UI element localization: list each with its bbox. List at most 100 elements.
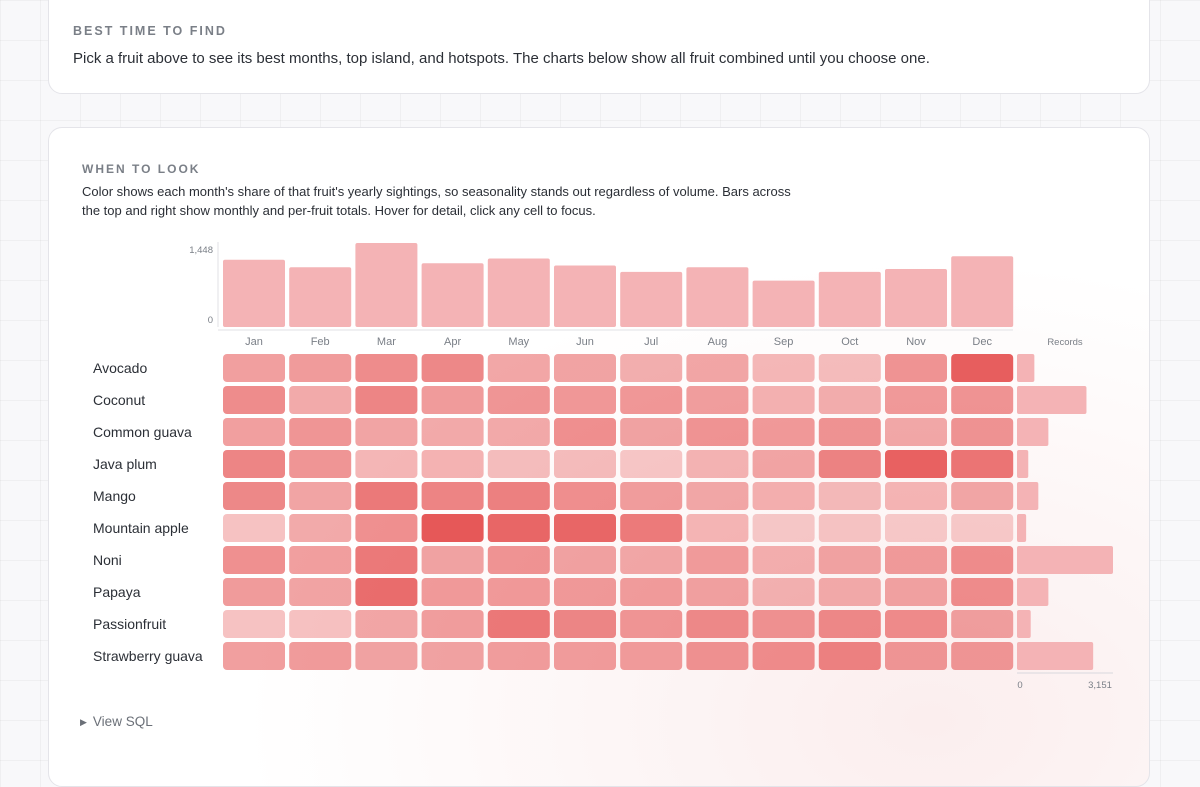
heat-cell-strawberry-guava-sep[interactable] [752, 642, 815, 670]
heat-cell-java-plum-jun[interactable] [554, 450, 616, 478]
heat-cell-strawberry-guava-nov[interactable] [885, 642, 947, 670]
heat-cell-mountain-apple-jan[interactable] [223, 514, 285, 542]
heat-cell-passionfruit-nov[interactable] [885, 610, 947, 638]
heat-cell-java-plum-mar[interactable] [355, 450, 418, 478]
heat-cell-mango-oct[interactable] [818, 482, 881, 510]
heat-cell-mountain-apple-oct[interactable] [818, 514, 881, 542]
view-sql-toggle[interactable]: ▶ View SQL [80, 714, 153, 729]
heat-cell-papaya-aug[interactable] [686, 578, 749, 606]
heat-cell-avocado-oct[interactable] [818, 354, 881, 382]
heat-cell-passionfruit-apr[interactable] [421, 610, 484, 638]
heat-cell-mountain-apple-may[interactable] [487, 514, 550, 542]
heat-cell-common-guava-mar[interactable] [355, 418, 418, 446]
heat-cell-mountain-apple-nov[interactable] [885, 514, 947, 542]
heat-cell-mountain-apple-jun[interactable] [554, 514, 616, 542]
heat-cell-noni-dec[interactable] [951, 546, 1014, 574]
heat-cell-mango-jun[interactable] [554, 482, 616, 510]
heat-cell-coconut-feb[interactable] [289, 386, 352, 414]
heat-cell-mountain-apple-sep[interactable] [752, 514, 815, 542]
heat-cell-noni-oct[interactable] [818, 546, 881, 574]
heat-cell-common-guava-apr[interactable] [421, 418, 484, 446]
heat-cell-papaya-nov[interactable] [885, 578, 947, 606]
heat-cell-passionfruit-jul[interactable] [620, 610, 683, 638]
heat-cell-avocado-jul[interactable] [620, 354, 683, 382]
heat-cell-coconut-nov[interactable] [885, 386, 947, 414]
heat-cell-java-plum-jul[interactable] [620, 450, 683, 478]
heat-cell-passionfruit-mar[interactable] [355, 610, 418, 638]
heat-cell-noni-jan[interactable] [223, 546, 285, 574]
heat-cell-papaya-jan[interactable] [223, 578, 285, 606]
heat-cell-noni-jun[interactable] [554, 546, 616, 574]
heat-cell-java-plum-sep[interactable] [752, 450, 815, 478]
heat-cell-strawberry-guava-may[interactable] [487, 642, 550, 670]
heat-cell-avocado-sep[interactable] [752, 354, 815, 382]
heat-cell-passionfruit-dec[interactable] [951, 610, 1014, 638]
heat-cell-papaya-apr[interactable] [421, 578, 484, 606]
heat-cell-papaya-mar[interactable] [355, 578, 418, 606]
heat-cell-java-plum-apr[interactable] [421, 450, 484, 478]
heat-cell-papaya-oct[interactable] [818, 578, 881, 606]
heat-cell-avocado-apr[interactable] [421, 354, 484, 382]
heat-cell-mango-jul[interactable] [620, 482, 683, 510]
heat-cell-mango-aug[interactable] [686, 482, 749, 510]
heat-cell-mango-mar[interactable] [355, 482, 418, 510]
heat-cell-strawberry-guava-dec[interactable] [951, 642, 1014, 670]
heat-cell-papaya-sep[interactable] [752, 578, 815, 606]
heat-cell-avocado-jan[interactable] [223, 354, 285, 382]
heat-cell-coconut-jan[interactable] [223, 386, 285, 414]
heat-cell-mountain-apple-dec[interactable] [951, 514, 1014, 542]
heat-cell-passionfruit-may[interactable] [487, 610, 550, 638]
heat-cell-java-plum-jan[interactable] [223, 450, 285, 478]
heat-cell-coconut-apr[interactable] [421, 386, 484, 414]
heat-cell-java-plum-aug[interactable] [686, 450, 749, 478]
heat-cell-mango-sep[interactable] [752, 482, 815, 510]
heat-cell-common-guava-sep[interactable] [752, 418, 815, 446]
heat-cell-mountain-apple-mar[interactable] [355, 514, 418, 542]
heat-cell-passionfruit-oct[interactable] [818, 610, 881, 638]
heat-cell-noni-may[interactable] [487, 546, 550, 574]
heat-cell-passionfruit-aug[interactable] [686, 610, 749, 638]
heat-cell-noni-mar[interactable] [355, 546, 418, 574]
heat-cell-strawberry-guava-feb[interactable] [289, 642, 352, 670]
heat-cell-coconut-aug[interactable] [686, 386, 749, 414]
heat-cell-noni-aug[interactable] [686, 546, 749, 574]
heat-cell-strawberry-guava-jul[interactable] [620, 642, 683, 670]
heat-cell-common-guava-dec[interactable] [951, 418, 1014, 446]
heat-cell-coconut-mar[interactable] [355, 386, 418, 414]
heat-cell-strawberry-guava-apr[interactable] [421, 642, 484, 670]
heat-cell-common-guava-jun[interactable] [554, 418, 616, 446]
heat-cell-avocado-dec[interactable] [951, 354, 1014, 382]
heat-cell-passionfruit-sep[interactable] [752, 610, 815, 638]
heat-cell-strawberry-guava-mar[interactable] [355, 642, 418, 670]
heat-cell-noni-sep[interactable] [752, 546, 815, 574]
heat-cell-papaya-dec[interactable] [951, 578, 1014, 606]
heat-cell-coconut-jun[interactable] [554, 386, 616, 414]
heat-cell-strawberry-guava-jan[interactable] [223, 642, 285, 670]
heat-cell-common-guava-aug[interactable] [686, 418, 749, 446]
heat-cell-passionfruit-jun[interactable] [554, 610, 616, 638]
heat-cell-mountain-apple-jul[interactable] [620, 514, 683, 542]
heat-cell-coconut-jul[interactable] [620, 386, 683, 414]
heat-cell-mango-apr[interactable] [421, 482, 484, 510]
heat-cell-passionfruit-jan[interactable] [223, 610, 285, 638]
heat-cell-mango-jan[interactable] [223, 482, 285, 510]
heat-cell-avocado-aug[interactable] [686, 354, 749, 382]
heat-cell-papaya-feb[interactable] [289, 578, 352, 606]
heat-cell-mango-may[interactable] [487, 482, 550, 510]
heat-cell-mango-dec[interactable] [951, 482, 1014, 510]
heat-cell-coconut-dec[interactable] [951, 386, 1014, 414]
heat-cell-mountain-apple-apr[interactable] [421, 514, 484, 542]
heat-cell-strawberry-guava-aug[interactable] [686, 642, 749, 670]
heat-cell-noni-nov[interactable] [885, 546, 947, 574]
heat-cell-papaya-may[interactable] [487, 578, 550, 606]
heat-cell-java-plum-oct[interactable] [818, 450, 881, 478]
heat-cell-java-plum-nov[interactable] [885, 450, 947, 478]
heat-cell-common-guava-jul[interactable] [620, 418, 683, 446]
heat-cell-mango-nov[interactable] [885, 482, 947, 510]
heat-cell-noni-apr[interactable] [421, 546, 484, 574]
heat-cell-common-guava-jan[interactable] [223, 418, 285, 446]
heat-cell-common-guava-feb[interactable] [289, 418, 352, 446]
heat-cell-common-guava-oct[interactable] [818, 418, 881, 446]
heat-cell-avocado-may[interactable] [487, 354, 550, 382]
heat-cell-coconut-sep[interactable] [752, 386, 815, 414]
